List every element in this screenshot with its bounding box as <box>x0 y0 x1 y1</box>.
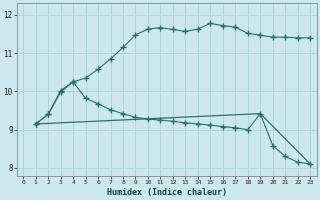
X-axis label: Humidex (Indice chaleur): Humidex (Indice chaleur) <box>107 188 227 197</box>
